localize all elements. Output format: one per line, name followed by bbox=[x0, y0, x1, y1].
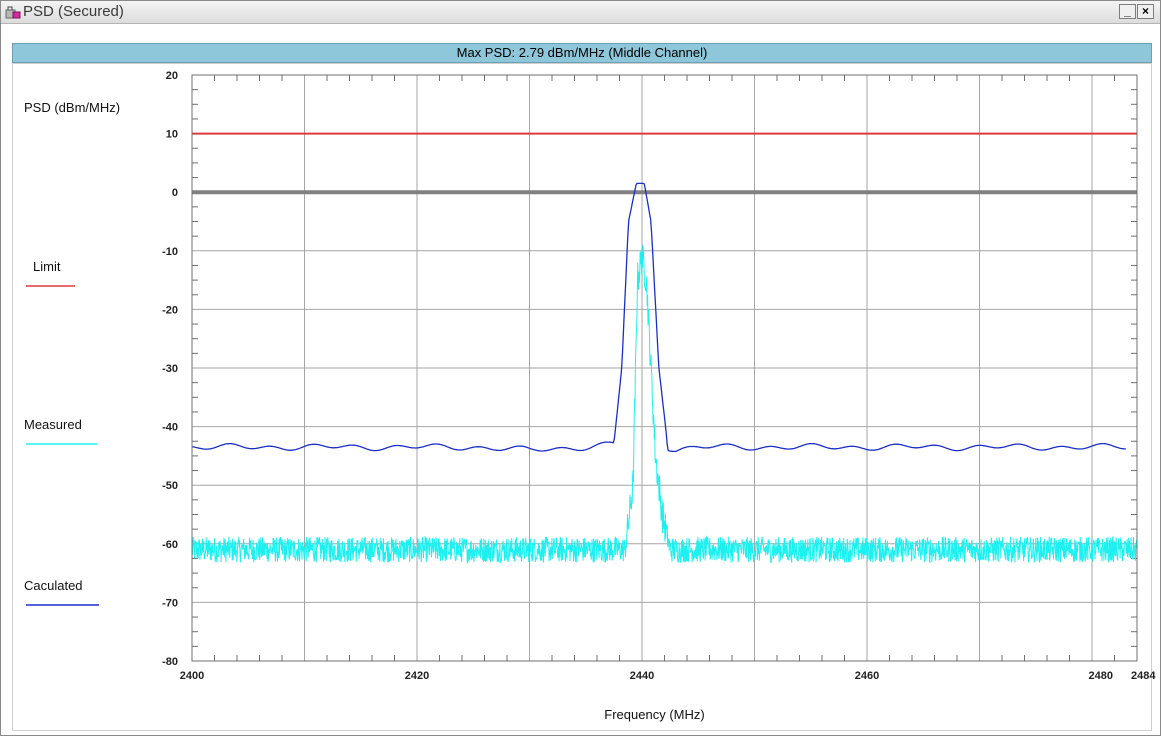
app-icon bbox=[5, 6, 21, 19]
plot-border bbox=[191, 74, 1138, 662]
y-tick-label: -40 bbox=[162, 422, 178, 434]
x-tick-label: 2400 bbox=[180, 670, 204, 682]
legend-layer: Limit Measured Caculated bbox=[24, 259, 99, 606]
x-tick-label: 2460 bbox=[855, 670, 879, 682]
title-bar[interactable]: PSD (Secured) _ × bbox=[1, 1, 1160, 24]
x-axis-title: Frequency (MHz) bbox=[604, 707, 704, 722]
y-tick-label: 20 bbox=[166, 70, 178, 82]
y-tick-label: 10 bbox=[166, 129, 178, 141]
series-measured-line bbox=[191, 244, 1138, 564]
chart-panel bbox=[12, 63, 1152, 731]
x-tick-label: 2480 bbox=[1089, 670, 1113, 682]
y-tick-label: 0 bbox=[172, 187, 178, 199]
window-title: PSD (Secured) bbox=[23, 3, 124, 20]
y-tick-label: -30 bbox=[162, 363, 178, 375]
y-axis-title: PSD (dBm/MHz) bbox=[24, 100, 120, 115]
close-button[interactable]: × bbox=[1137, 4, 1154, 19]
x-tick-label: 2484 bbox=[1131, 670, 1156, 682]
legend-label-limit: Limit bbox=[33, 259, 61, 274]
grid-layer bbox=[192, 75, 1137, 661]
legend-label-caculated: Caculated bbox=[24, 578, 83, 593]
y-tick-label: -80 bbox=[162, 656, 178, 668]
legend-label-measured: Measured bbox=[24, 417, 82, 432]
max-psd-header: Max PSD: 2.79 dBm/MHz (Middle Channel) bbox=[12, 43, 1152, 63]
series-caculated-line bbox=[191, 182, 1126, 453]
y-tick-label: -50 bbox=[162, 480, 178, 492]
x-tick-label: 2440 bbox=[630, 670, 654, 682]
minimize-button[interactable]: _ bbox=[1119, 4, 1136, 19]
y-tick-label: -70 bbox=[162, 597, 178, 609]
y-tick-label: -10 bbox=[162, 246, 178, 258]
series-layer bbox=[191, 132, 1138, 564]
x-tick-label: 2420 bbox=[405, 670, 429, 682]
y-tick-label: -20 bbox=[162, 304, 178, 316]
ticks-layer bbox=[192, 75, 1137, 661]
y-tick-label: -60 bbox=[162, 539, 178, 551]
